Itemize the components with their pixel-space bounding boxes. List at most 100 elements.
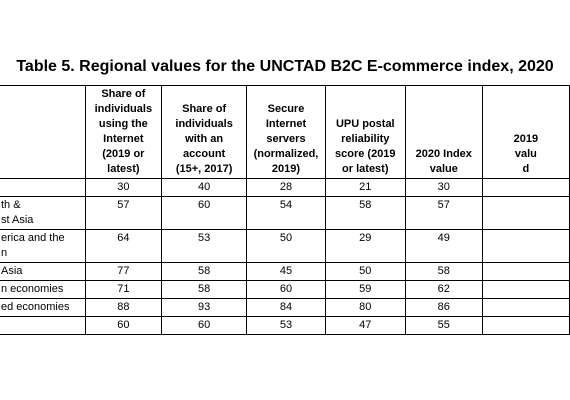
row-label-text: Asia bbox=[1, 265, 23, 277]
table-cell: 58 bbox=[160, 280, 248, 299]
cell-value: 93 bbox=[198, 301, 211, 313]
cell-value: 62 bbox=[437, 283, 450, 295]
table-cell: 28 bbox=[246, 178, 326, 197]
cell-value: 80 bbox=[359, 301, 372, 313]
cell-value: 58 bbox=[198, 283, 211, 295]
cell-value: 50 bbox=[359, 265, 372, 277]
cell-value: 57 bbox=[437, 199, 450, 211]
header-text: reliability bbox=[341, 133, 390, 145]
header-text: Internet bbox=[103, 133, 144, 145]
cell-value: 60 bbox=[117, 319, 130, 331]
header-text: 2019 bbox=[513, 133, 539, 145]
header-row: Share of individuals using the Internet (201… bbox=[0, 85, 570, 179]
cell-value: 28 bbox=[279, 181, 293, 193]
table: Share of individuals using the Internet (201… bbox=[0, 85, 570, 335]
table-cell: 84 bbox=[246, 298, 326, 317]
row-label: erica and the n bbox=[0, 229, 86, 263]
header-text: Internet bbox=[265, 118, 307, 130]
cell-value: 58 bbox=[359, 199, 372, 211]
cell-value: 45 bbox=[279, 265, 293, 277]
header-cell: 2020 Index value bbox=[404, 85, 483, 179]
row-label bbox=[0, 178, 86, 197]
cell-value: 77 bbox=[117, 265, 130, 277]
table-cell: 62 bbox=[404, 280, 483, 299]
header-cell: Secure Internet servers (normalized, 2019) bbox=[246, 85, 326, 179]
header-cell: Share of individuals using the Internet (201… bbox=[84, 85, 163, 179]
table-row: ed economies 88 93 84 80 86 bbox=[0, 298, 570, 317]
header-text: individuals bbox=[175, 118, 233, 130]
row-label: th & st Asia bbox=[0, 196, 86, 230]
header-text: (2019 or bbox=[102, 148, 145, 160]
header-text: individuals bbox=[94, 103, 153, 115]
table-cell: 55 bbox=[404, 316, 483, 335]
cell-value: 58 bbox=[437, 265, 450, 277]
table-cell bbox=[481, 280, 570, 299]
cell-value: 86 bbox=[437, 301, 450, 313]
table-row: 30 40 28 21 30 bbox=[0, 178, 570, 197]
cell-value: 60 bbox=[279, 283, 293, 295]
header-text: with an bbox=[185, 133, 224, 145]
cell-value: 29 bbox=[359, 232, 372, 244]
table-cell: 93 bbox=[160, 298, 248, 317]
row-label-text: ed economies bbox=[1, 301, 70, 313]
cell-value: 53 bbox=[279, 319, 293, 331]
row-label-text: th & bbox=[1, 199, 21, 211]
table-cell: 58 bbox=[160, 262, 248, 281]
header-text: latest) bbox=[107, 163, 140, 175]
table-cell bbox=[481, 262, 570, 281]
table-cell: 77 bbox=[84, 262, 163, 281]
table-row: 60 60 53 47 55 bbox=[0, 316, 570, 335]
table-row: th & st Asia 57 60 54 58 57 bbox=[0, 196, 570, 230]
header-text: Share of bbox=[182, 103, 227, 115]
table-cell: 57 bbox=[404, 196, 483, 230]
header-text: 2020 Index bbox=[415, 148, 472, 160]
table-cell bbox=[481, 196, 570, 230]
header-text: score (2019 bbox=[335, 148, 396, 160]
header-text: using the bbox=[98, 118, 148, 130]
header-cell: UPU postal reliability score (2019 or lates… bbox=[324, 85, 406, 179]
table-cell: 54 bbox=[246, 196, 326, 230]
row-label bbox=[0, 316, 86, 335]
cell-value: 30 bbox=[117, 181, 130, 193]
cell-value: 88 bbox=[117, 301, 130, 313]
header-text: d bbox=[522, 163, 530, 175]
header-text: (normalized, bbox=[253, 148, 319, 160]
table-cell: 86 bbox=[404, 298, 483, 317]
cell-value: 84 bbox=[279, 301, 293, 313]
table-cell: 60 bbox=[160, 316, 248, 335]
cell-value: 57 bbox=[117, 199, 130, 211]
cell-value: 49 bbox=[437, 232, 450, 244]
row-label: n economies bbox=[0, 280, 86, 299]
table-row: n economies 71 58 60 59 62 bbox=[0, 280, 570, 299]
table-cell: 64 bbox=[84, 229, 163, 263]
table-cell: 29 bbox=[324, 229, 406, 263]
table-cell: 88 bbox=[84, 298, 163, 317]
table-cell bbox=[481, 298, 570, 317]
table-cell bbox=[481, 229, 570, 263]
table-cell: 40 bbox=[160, 178, 248, 197]
row-label-text: n economies bbox=[1, 283, 64, 295]
table-cell: 30 bbox=[84, 178, 163, 197]
header-text: or latest) bbox=[342, 163, 389, 175]
table-cell: 47 bbox=[324, 316, 406, 335]
table-cell: 58 bbox=[404, 262, 483, 281]
table-cell: 58 bbox=[324, 196, 406, 230]
table-cell: 50 bbox=[324, 262, 406, 281]
table-row: Asia 77 58 45 50 58 bbox=[0, 262, 570, 281]
header-text: 2019) bbox=[271, 163, 301, 175]
cell-value: 50 bbox=[279, 232, 293, 244]
table-cell: 60 bbox=[160, 196, 248, 230]
header-text: value bbox=[429, 163, 458, 175]
table-cell: 60 bbox=[84, 316, 163, 335]
table-cell: 30 bbox=[404, 178, 483, 197]
header-text: valu bbox=[514, 148, 537, 160]
table-cell bbox=[481, 316, 570, 335]
header-text: account bbox=[183, 148, 226, 160]
cell-value: 59 bbox=[359, 283, 372, 295]
table-cell: 60 bbox=[246, 280, 326, 299]
table-cell: 80 bbox=[324, 298, 406, 317]
table-cell: 50 bbox=[246, 229, 326, 263]
header-text: Share of bbox=[101, 88, 146, 100]
table-cell: 57 bbox=[84, 196, 163, 230]
